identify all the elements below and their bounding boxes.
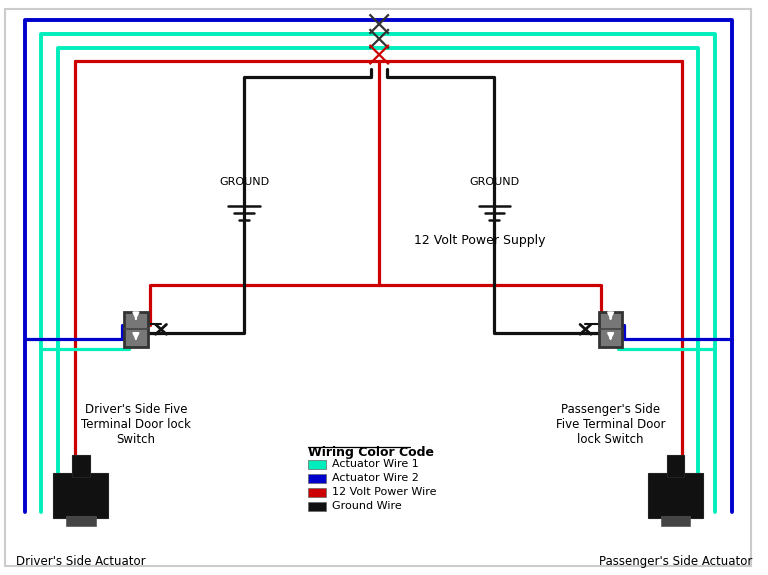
Bar [308, 488, 326, 497]
Bar [648, 473, 703, 519]
Text: Ground Wire: Ground Wire [332, 501, 402, 511]
Text: Driver's Side Actuator: Driver's Side Actuator [16, 555, 146, 568]
Text: Actuator Wire 1: Actuator Wire 1 [332, 459, 419, 469]
Bar [53, 473, 108, 519]
Bar [308, 461, 326, 469]
Text: GROUND: GROUND [469, 177, 519, 186]
Text: 12 Volt Power Wire: 12 Volt Power Wire [332, 487, 436, 497]
Bar [660, 516, 690, 526]
Bar [124, 312, 147, 347]
Bar [72, 455, 90, 477]
Text: GROUND: GROUND [219, 177, 270, 186]
Bar [308, 474, 326, 483]
Bar [599, 312, 622, 347]
Bar [66, 516, 95, 526]
Text: Wiring Color Code: Wiring Color Code [308, 446, 434, 459]
Text: Passenger's Side
Five Terminal Door
lock Switch: Passenger's Side Five Terminal Door lock… [556, 403, 665, 446]
Text: 12 Volt Power Supply: 12 Volt Power Supply [414, 234, 545, 247]
Text: Actuator Wire 2: Actuator Wire 2 [332, 473, 419, 483]
Text: Passenger's Side Actuator: Passenger's Side Actuator [599, 555, 753, 568]
Text: Driver's Side Five
Terminal Door lock
Switch: Driver's Side Five Terminal Door lock Sw… [81, 403, 191, 446]
Bar [308, 502, 326, 511]
Bar [667, 455, 684, 477]
